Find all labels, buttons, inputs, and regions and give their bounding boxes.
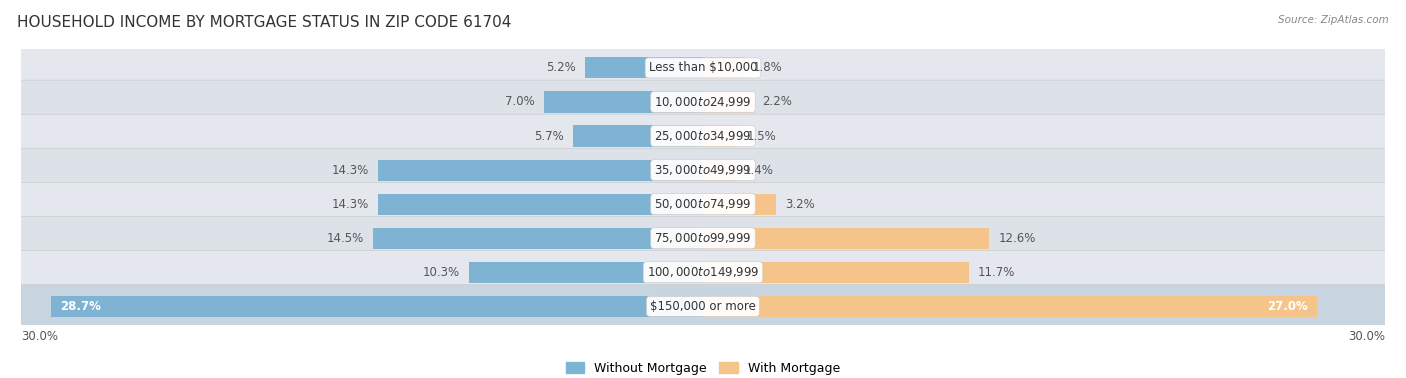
Bar [585,57,703,79]
Text: 28.7%: 28.7% [59,300,101,313]
Bar [703,91,754,113]
FancyBboxPatch shape [6,80,1400,124]
Legend: Without Mortgage, With Mortgage: Without Mortgage, With Mortgage [561,356,845,378]
Text: 12.6%: 12.6% [998,232,1036,245]
Text: 30.0%: 30.0% [1348,330,1385,343]
Bar [703,57,744,79]
Text: 1.8%: 1.8% [754,61,783,74]
Text: $100,000 to $149,999: $100,000 to $149,999 [647,265,759,279]
Text: Source: ZipAtlas.com: Source: ZipAtlas.com [1278,15,1389,25]
Text: 14.5%: 14.5% [328,232,364,245]
Text: 10.3%: 10.3% [423,266,460,279]
Text: 14.3%: 14.3% [332,164,368,177]
Text: $50,000 to $74,999: $50,000 to $74,999 [654,197,752,211]
Bar [51,296,703,317]
Text: 7.0%: 7.0% [505,95,534,108]
Text: 5.2%: 5.2% [546,61,575,74]
Text: 5.7%: 5.7% [534,130,564,143]
Text: 2.2%: 2.2% [762,95,792,108]
Text: HOUSEHOLD INCOME BY MORTGAGE STATUS IN ZIP CODE 61704: HOUSEHOLD INCOME BY MORTGAGE STATUS IN Z… [17,15,512,30]
FancyBboxPatch shape [6,251,1400,294]
Text: $10,000 to $24,999: $10,000 to $24,999 [654,95,752,109]
Text: $25,000 to $34,999: $25,000 to $34,999 [654,129,752,143]
Bar [703,228,990,249]
Text: 27.0%: 27.0% [1267,300,1308,313]
Text: 1.5%: 1.5% [747,130,776,143]
Text: $150,000 or more: $150,000 or more [650,300,756,313]
FancyBboxPatch shape [6,285,1400,328]
Bar [374,228,703,249]
Bar [468,262,703,283]
Bar [574,125,703,147]
Text: 3.2%: 3.2% [785,198,814,211]
Bar [703,296,1317,317]
Text: 14.3%: 14.3% [332,198,368,211]
FancyBboxPatch shape [6,114,1400,158]
Text: 1.4%: 1.4% [744,164,773,177]
Text: $75,000 to $99,999: $75,000 to $99,999 [654,231,752,245]
Bar [703,125,737,147]
Bar [703,160,735,181]
FancyBboxPatch shape [6,46,1400,90]
FancyBboxPatch shape [6,217,1400,260]
Bar [703,194,776,215]
Bar [703,262,969,283]
FancyBboxPatch shape [6,182,1400,226]
Text: $35,000 to $49,999: $35,000 to $49,999 [654,163,752,177]
Text: 30.0%: 30.0% [21,330,58,343]
Bar [378,194,703,215]
Text: Less than $10,000: Less than $10,000 [648,61,758,74]
Text: 11.7%: 11.7% [979,266,1015,279]
Bar [378,160,703,181]
FancyBboxPatch shape [6,148,1400,192]
Bar [544,91,703,113]
